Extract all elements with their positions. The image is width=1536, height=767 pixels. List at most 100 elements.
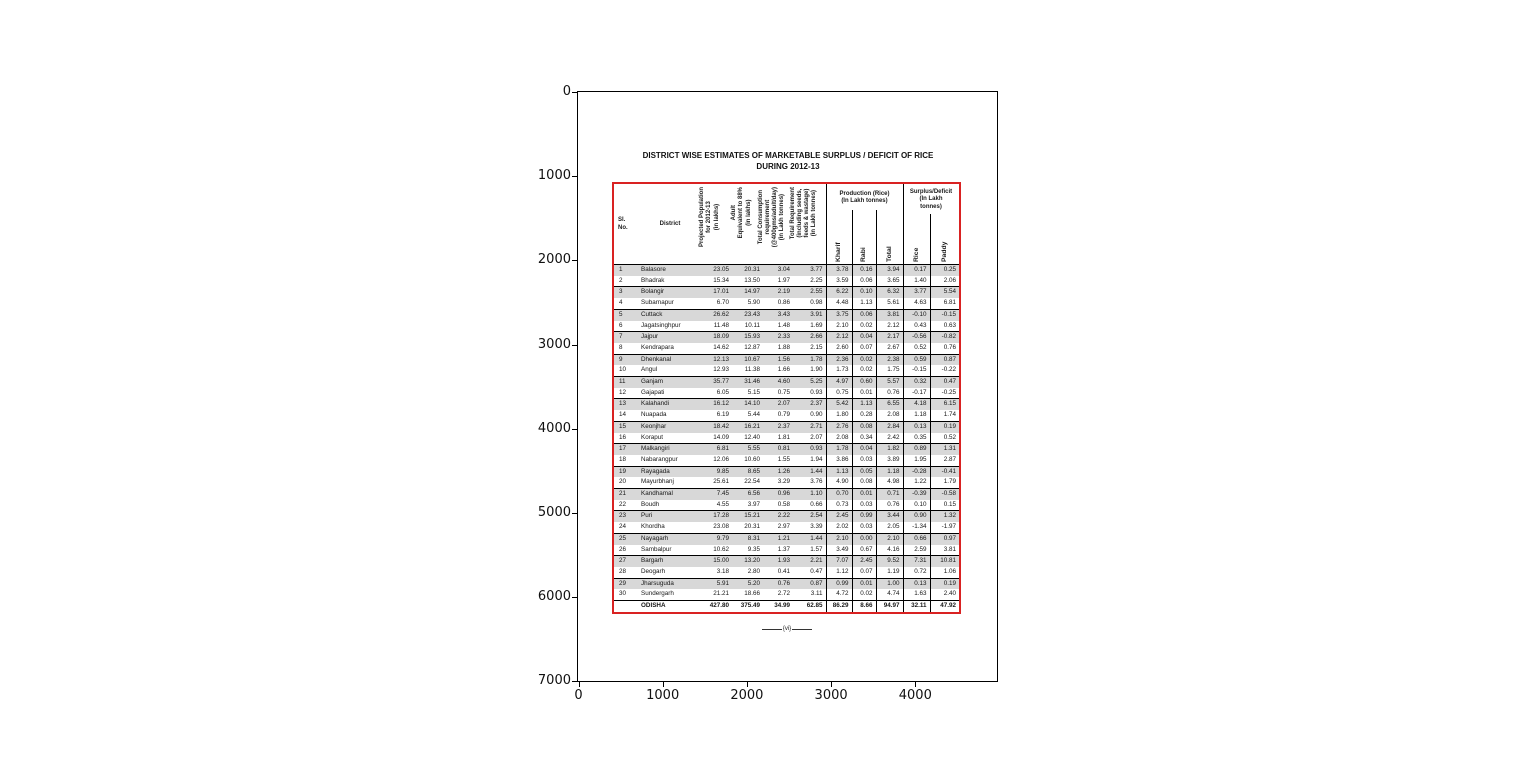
table-cell: 2.36 [825,354,852,366]
table-cell: 8.65 [732,466,763,478]
table-cell: 9.35 [732,544,763,557]
table-cell: 1.06 [929,566,959,579]
table-cell: 0.67 [851,544,876,557]
table-cell: 0.08 [851,477,876,490]
table-cell: 1.75 [875,365,903,378]
table-cell: 1.79 [929,477,959,490]
table-cell: 2.10 [825,533,852,545]
table-cell: 1.56 [763,354,793,366]
table-cell: 0.10 [902,499,930,512]
table-cell: 0.02 [851,589,876,602]
table-cell: 24 [614,522,638,534]
table-cell: Rayagada [638,466,702,478]
table-cell: Malkangiri [638,443,702,455]
table-cell: 0.76 [875,387,903,400]
table-cell: Kalahandi [638,398,702,411]
table-cell: 1 [614,265,638,276]
table-cell: 16.12 [702,398,732,411]
table-cell: 1.82 [875,443,903,455]
table-cell: 1.93 [763,555,793,567]
table-cell: -0.17 [902,387,930,400]
table-cell: 1.90 [793,365,826,378]
table-cell: 0.32 [902,376,930,388]
table-row: 8 Kendrapara 14.62 12.87 1.88 2.15 2.60 0.07 2.6… [614,342,959,355]
table-cell: 5.57 [875,376,903,388]
table-total-row: ODISHA 427.80 375.49 34.99 62.85 86.29 8.66 94.… [614,600,959,612]
table-cell: 9 [614,354,638,366]
table-cell: 1.73 [825,365,852,378]
table-cell: 0.52 [929,432,959,445]
table-cell: 5.61 [875,298,903,310]
table-cell: 13 [614,398,638,411]
y-tick-label: 7000 [537,673,571,689]
table-cell: 12.87 [732,342,763,355]
table-cell: 20.31 [732,265,763,276]
footer-dash-left [761,628,782,630]
table-cell: 3.59 [825,275,852,288]
table-cell: 21.21 [702,589,732,602]
table-cell: 0.72 [902,566,930,579]
table-cell: 0.01 [851,488,876,500]
table-cell: 2.25 [793,275,826,288]
table-cell: 0.03 [851,454,876,467]
table-cell: 12.40 [732,432,763,445]
table-cell: Khordha [638,522,702,534]
table-cell: Dhenkanal [638,354,702,366]
footer-mark-label: {vi} [782,626,792,632]
table-cell: 47.92 [929,600,959,612]
table-cell: 0.98 [793,298,826,310]
table-cell: 35.77 [702,376,732,388]
table-cell: Bhadrak [638,275,702,288]
table-cell: 3.76 [793,477,826,490]
table-cell: 2.12 [825,331,852,343]
table-cell: 1.78 [825,443,852,455]
table-cell: 3.65 [875,275,903,288]
header-surplus-group: Surplus/Deficit (In Lakh tonnes) [909,189,953,210]
table-cell: 27 [614,555,638,567]
table-cell: 32.11 [902,600,930,612]
table-cell: 2.71 [793,421,826,433]
table-cell: Balasore [638,265,702,276]
table-cell: 2.10 [825,320,852,333]
table-cell: Jagatsinghpur [638,320,702,333]
table-cell: 0.60 [851,376,876,388]
table-cell: 3.89 [875,454,903,467]
table-row: 22 Boudh 4.55 3.97 0.58 0.66 0.73 0.03 0.76 0.10 0… [614,499,959,512]
table-row: 10 Angul 12.93 11.38 1.66 1.90 1.73 0.02 1.75 -0.… [614,365,959,378]
table-cell: 9.85 [702,466,732,478]
y-tick-mark [572,260,577,262]
table-cell: 1.37 [763,544,793,557]
header-sl-no: Sl. No. [618,217,628,231]
table-cell: 10.81 [929,555,959,567]
table-cell: 6.56 [732,488,763,500]
table-cell: 2.76 [825,421,852,433]
table-cell: 1.81 [763,432,793,445]
table-cell: 0.01 [851,578,876,590]
table-cell: 375.49 [732,600,763,612]
table-cell: Angul [638,365,702,378]
table-cell: 6.81 [702,443,732,455]
table-cell: 4.97 [825,376,852,388]
table-cell: 0.93 [793,443,826,455]
table-cell: 5.54 [929,286,959,299]
table-cell: 11.38 [732,365,763,378]
table-cell: 1.44 [793,533,826,545]
table-header: Sl. No. District Projected Population fo… [614,184,959,265]
table-title: DISTRICT WISE ESTIMATES OF MARKETABLE SU… [598,150,978,172]
table-cell: 0.43 [902,320,930,333]
table-cell: 8.31 [732,533,763,545]
table-cell: 0.87 [929,354,959,366]
table-cell: 94.97 [875,600,903,612]
table-cell: 1.80 [825,410,852,422]
table-cell: 4 [614,298,638,310]
table-cell: 0.75 [825,387,852,400]
table-cell: 0.19 [929,421,959,433]
table-row: 9 Dhenkanal 12.13 10.67 1.56 1.78 2.36 0.02 2.38… [614,354,959,366]
x-tick-label: 0 [574,688,583,703]
table-cell: Nabarangpur [638,454,702,467]
table-cell: 3.78 [825,265,852,276]
table-cell: 0.06 [851,275,876,288]
table-cell: 0.66 [793,499,826,512]
table-cell: 2.02 [825,522,852,534]
table-cell: 427.80 [702,600,732,612]
